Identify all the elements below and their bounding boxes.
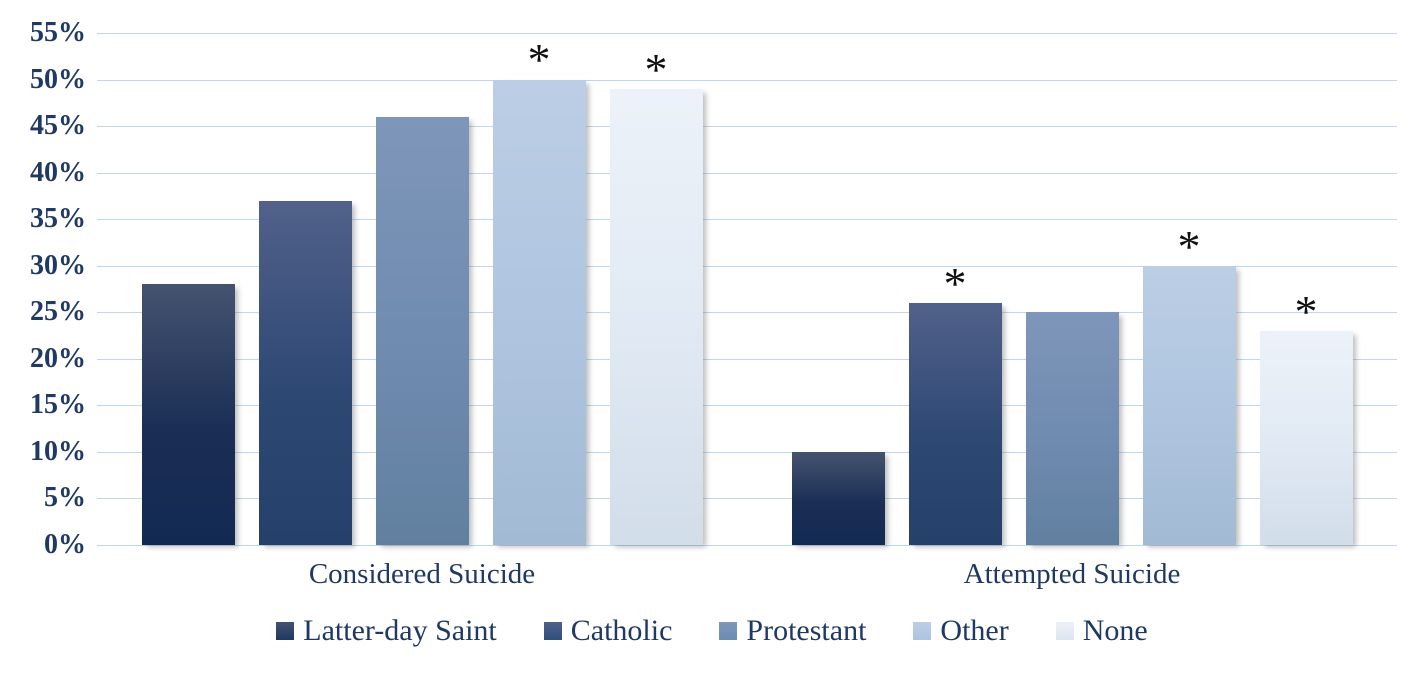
bar-protestant-attempted-suicide [1025, 312, 1119, 545]
bar-slot-none-considered-suicide: * [609, 33, 703, 545]
y-axis-tick-label: 10% [30, 435, 86, 467]
y-axis-tick-label: 0% [44, 529, 86, 560]
significance-asterisk: * [1177, 220, 1201, 272]
y-axis-tick-label: 35% [30, 203, 86, 235]
gridline [97, 312, 1397, 314]
gridline [97, 545, 1397, 546]
bar-slot-other-considered-suicide: * [492, 33, 586, 545]
legend: Latter-day Saint Catholic Protestant Other N… [0, 614, 1424, 648]
legend-item-latter-day-saint: Latter-day Saint [276, 614, 497, 648]
bar-slot-catholic-considered-suicide: * [258, 33, 352, 545]
gridline [97, 498, 1397, 500]
gridline [97, 172, 1397, 174]
legend-item-catholic: Catholic [543, 614, 673, 648]
bar-other-considered-suicide [492, 79, 586, 545]
category-label-considered-suicide: Considered Suicide [308, 558, 536, 590]
bar-protestant-considered-suicide [375, 116, 469, 545]
legend-label: Catholic [570, 614, 673, 647]
legend-item-none: None [1055, 614, 1148, 648]
gridline [97, 265, 1397, 267]
y-axis-tick-label: 20% [30, 342, 86, 374]
legend-label: Other [940, 614, 1009, 647]
bar-catholic-considered-suicide [258, 200, 352, 545]
legend-label: Protestant [746, 614, 867, 647]
significance-asterisk: * [943, 257, 967, 309]
significance-asterisk: * [527, 34, 551, 86]
plot-area: ********** [97, 33, 1397, 546]
bar-slot-protestant-considered-suicide: * [375, 33, 469, 545]
gridline [97, 405, 1397, 407]
bar-slot-other-attempted-suicide: * [1142, 33, 1236, 545]
y-axis-tick-label: 50% [30, 63, 86, 95]
gridline [97, 358, 1397, 360]
legend-swatch-icon [543, 622, 562, 640]
category-label-attempted-suicide: Attempted Suicide [963, 558, 1181, 590]
legend-swatch-icon [719, 622, 738, 640]
legend-item-other: Other [913, 614, 1009, 648]
bar-slot-latter-day-saint-considered-suicide: * [141, 33, 235, 545]
bar-slot-latter-day-saint-attempted-suicide: * [791, 33, 885, 545]
bar-slot-catholic-attempted-suicide: * [908, 33, 1002, 545]
significance-asterisk: * [644, 43, 668, 95]
bar-none-considered-suicide [609, 88, 703, 545]
x-axis-category-labels: Considered Suicide Attempted Suicide [97, 558, 1397, 591]
bar-group-considered-suicide: ***** [97, 33, 747, 545]
y-axis-tick-label: 40% [30, 156, 86, 188]
legend-label: Latter-day Saint [303, 614, 497, 647]
bar-group-attempted-suicide: * * * * * [747, 33, 1397, 545]
bar-slot-protestant-attempted-suicide: * [1025, 33, 1119, 545]
bar-groups: ********** [97, 33, 1397, 545]
y-axis-tick-label: 5% [44, 482, 86, 514]
legend-item-protestant: Protestant [719, 614, 866, 648]
legend-label: None [1082, 614, 1148, 647]
gridline [97, 126, 1397, 128]
gridline [97, 219, 1397, 221]
y-axis-tick-label: 55% [30, 17, 86, 48]
gridline [97, 451, 1397, 453]
bar-none-attempted-suicide [1259, 330, 1353, 545]
bar-other-attempted-suicide [1142, 265, 1236, 545]
y-axis-tick-label: 15% [30, 389, 86, 421]
bar-slot-none-attempted-suicide: * [1259, 33, 1353, 545]
legend-swatch-icon [276, 622, 295, 640]
gridline [97, 79, 1397, 81]
y-axis-tick-label: 45% [30, 110, 86, 142]
bar-latter-day-saint-considered-suicide [141, 284, 235, 545]
legend-swatch-icon [913, 622, 932, 640]
significance-asterisk: * [1294, 285, 1318, 337]
bar-latter-day-saint-attempted-suicide [791, 451, 885, 545]
y-axis-tick-label: 30% [30, 249, 86, 281]
legend-swatch-icon [1055, 622, 1074, 640]
bar-catholic-attempted-suicide [908, 302, 1002, 545]
y-axis-tick-label: 25% [30, 296, 86, 328]
gridline [97, 33, 1397, 34]
